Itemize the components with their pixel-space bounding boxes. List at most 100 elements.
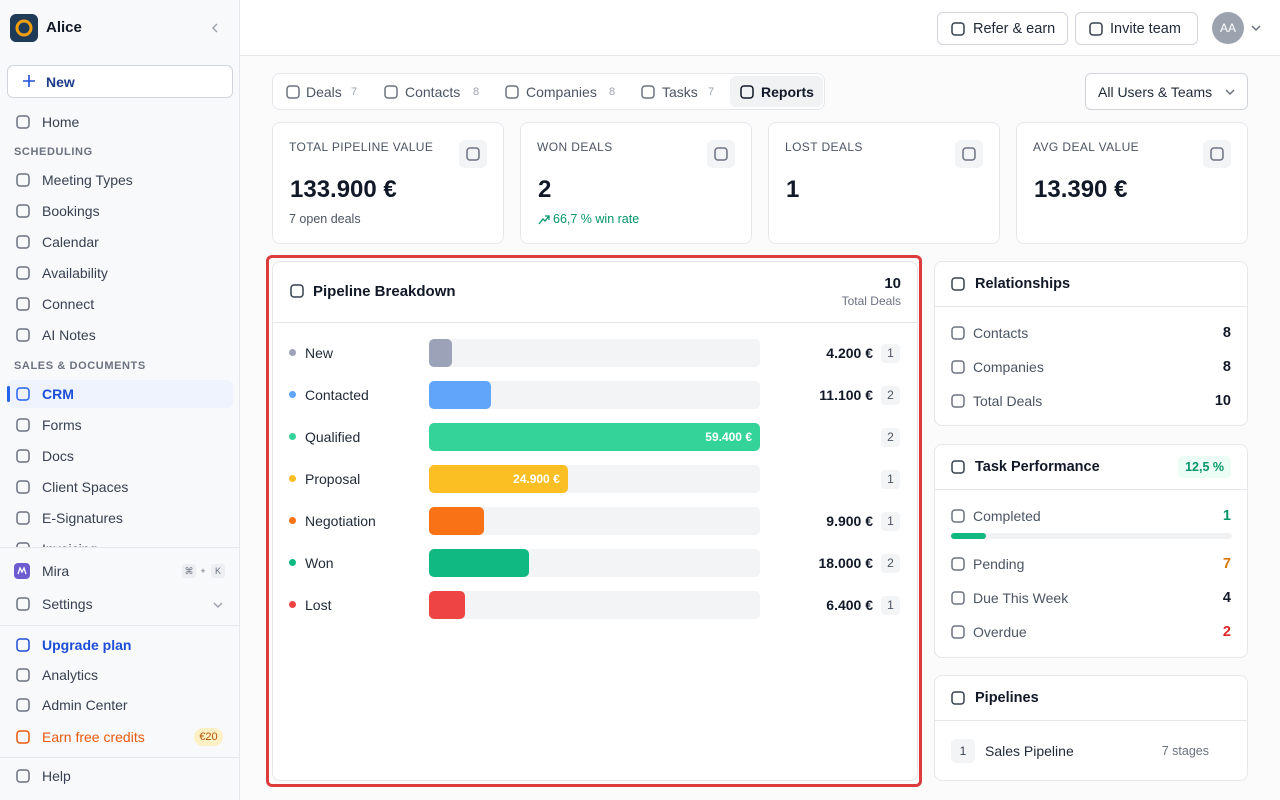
nav-item[interactable]: Connect — [42, 296, 95, 312]
stat-value: 2 — [538, 176, 552, 203]
divider — [935, 720, 1247, 721]
nav-item[interactable]: Forms — [42, 417, 82, 433]
divider — [0, 547, 239, 548]
nav-item[interactable]: Invoicing — [42, 539, 97, 547]
nav-item[interactable]: Availability — [42, 265, 108, 281]
nav-item[interactable]: Help — [42, 768, 71, 784]
tab-bar: Deals 7 Contacts 8 Companies 8 Tasks 7 Reports — [272, 73, 825, 110]
invite-button[interactable]: Invite team — [1075, 12, 1198, 45]
stat-icon-box — [955, 140, 983, 168]
bar-track — [429, 591, 760, 619]
tab-count: 8 — [609, 86, 616, 98]
stat-card: TOTAL PIPELINE VALUE 133.900 € 7 open deal… — [272, 122, 504, 244]
stage-dot — [289, 475, 296, 482]
total-deals: 10 — [884, 275, 901, 292]
icon — [951, 460, 965, 474]
icon — [16, 266, 30, 280]
icon — [16, 173, 30, 187]
stage-dot — [289, 433, 296, 440]
row-label: Companies — [973, 359, 1044, 375]
chevron — [213, 602, 223, 609]
nav-item[interactable]: Docs — [42, 448, 74, 464]
tab-label[interactable]: Reports — [761, 84, 814, 100]
stage-dot — [289, 517, 296, 524]
refer-button[interactable]: Refer & earn — [937, 12, 1068, 45]
icon — [16, 511, 30, 525]
nav-item[interactable]: Analytics — [42, 667, 99, 683]
stage-name: Negotiation — [305, 513, 376, 529]
nav-item[interactable]: Upgrade plan — [42, 637, 132, 653]
bar-value-label: 24.900 € — [513, 472, 560, 486]
nav-item[interactable]: Mira — [42, 563, 70, 579]
tab-label[interactable]: Companies — [526, 84, 597, 100]
icon — [466, 147, 480, 161]
icon — [16, 542, 30, 547]
nav-item[interactable]: Home — [42, 114, 80, 130]
icon — [1210, 147, 1224, 161]
icon — [16, 387, 30, 401]
nav-item[interactable]: Settings — [42, 596, 93, 612]
icon — [951, 360, 965, 374]
icon — [16, 597, 30, 611]
active-tab-bg — [730, 76, 823, 107]
nav-item[interactable]: Client Spaces — [42, 479, 129, 495]
nav-item[interactable]: Calendar — [42, 234, 99, 250]
row-label: Overdue — [973, 624, 1027, 640]
stage-name: Won — [305, 555, 334, 571]
pipeline-card: Pipeline Breakdown 10 Total Deals New 4.200 … — [272, 261, 918, 781]
icon — [14, 563, 30, 579]
divider — [0, 757, 239, 758]
stage-dot — [289, 559, 296, 566]
icon — [740, 85, 754, 99]
nav-item[interactable]: Earn free credits — [42, 729, 145, 745]
rate-badge: 12,5 % — [1178, 456, 1231, 478]
nav-item[interactable]: AI Notes — [42, 327, 96, 343]
tab-count: 7 — [351, 86, 358, 98]
stage-count: 2 — [881, 554, 900, 573]
row-label: Total Deals — [973, 393, 1043, 409]
tab-label[interactable]: Deals — [306, 84, 342, 100]
bar-track — [429, 339, 760, 367]
stat-icon-box — [459, 140, 487, 168]
pipeline-name[interactable]: Sales Pipeline — [985, 743, 1074, 759]
stat-label: WON DEALS — [537, 140, 613, 154]
nav-item[interactable]: E-Signatures — [42, 510, 123, 526]
icon — [962, 147, 976, 161]
stat-label: AVG DEAL VALUE — [1033, 140, 1140, 154]
icon — [16, 638, 30, 652]
tab-label[interactable]: Contacts — [405, 84, 461, 100]
stat-icon-box — [707, 140, 735, 168]
tab-label[interactable]: Tasks — [662, 84, 698, 100]
avatar[interactable]: AA — [1212, 12, 1244, 44]
stage-name: Qualified — [305, 429, 361, 445]
chevron — [1251, 25, 1261, 32]
nav-item[interactable]: Admin Center — [42, 697, 128, 713]
stage-dot — [289, 349, 296, 356]
stat-card: LOST DEALS 1 — [768, 122, 1000, 244]
card-title: Pipelines — [975, 690, 1039, 706]
nav-item[interactable]: CRM — [42, 386, 74, 402]
stat-icon-box — [1203, 140, 1231, 168]
nav-item[interactable]: Meeting Types — [42, 172, 133, 188]
icon — [714, 147, 728, 161]
row-value: 2 — [1222, 624, 1231, 640]
new-button[interactable]: New — [7, 65, 233, 98]
nav-item[interactable]: Bookings — [42, 203, 100, 219]
icon — [23, 75, 35, 87]
stat-label: LOST DEALS — [785, 140, 863, 154]
divider — [935, 306, 1247, 307]
bar-track — [429, 507, 760, 535]
shortcut-key: K — [211, 564, 225, 578]
stage-dot — [289, 601, 296, 608]
stat-card: AVG DEAL VALUE 13.390 € — [1016, 122, 1248, 244]
bar: 59.400 € — [429, 423, 760, 451]
workspace-name: Alice — [46, 19, 82, 36]
row-label: Completed — [973, 508, 1041, 524]
filter-dropdown[interactable]: All Users & Teams — [1085, 73, 1248, 110]
progress-track — [951, 533, 1232, 539]
stage-name: Contacted — [305, 387, 369, 403]
active-bg — [7, 380, 233, 408]
card-title: Task Performance — [975, 459, 1100, 475]
icon — [951, 557, 965, 571]
